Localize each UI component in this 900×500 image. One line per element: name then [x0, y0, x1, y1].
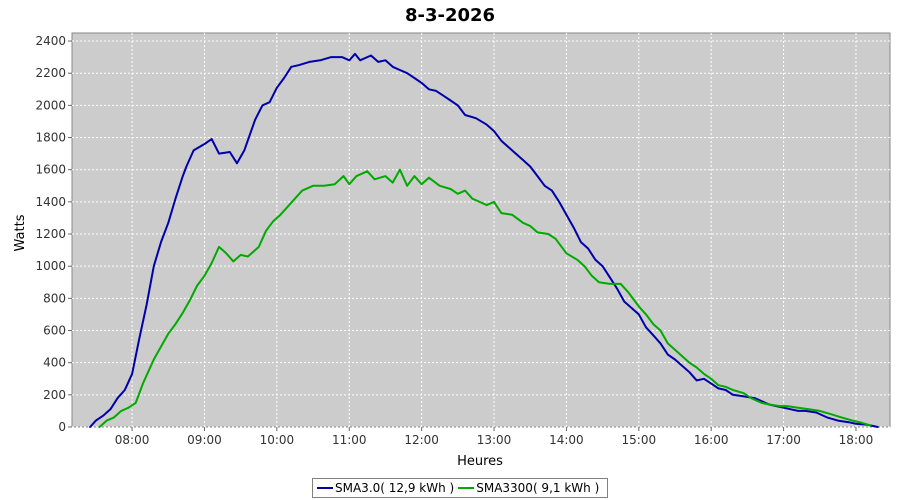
- y-tick-label: 1600: [35, 163, 66, 177]
- legend: SMA3.0( 12,9 kWh ) SMA3300( 9,1 kWh ): [312, 478, 609, 498]
- legend-item-sma3300: SMA3300( 9,1 kWh ): [458, 481, 599, 495]
- legend-label-sma30: SMA3.0( 12,9 kWh ): [335, 481, 455, 495]
- plot-area: [71, 32, 891, 428]
- y-tick-label: 0: [58, 420, 66, 434]
- y-tick-label: 600: [43, 324, 66, 338]
- series-line-1: [98, 168, 872, 428]
- y-tick-label: 1800: [35, 131, 66, 145]
- axes: 0 200 400 600 800 1000 1200 1400 1600 1800 2000 220…: [35, 34, 873, 447]
- y-tick-label: 1000: [35, 259, 66, 273]
- grid-lines: [72, 33, 890, 428]
- x-tick-label: 08:00: [115, 433, 150, 447]
- y-axis-label: Watts: [13, 214, 28, 251]
- x-tick-label: 17:00: [766, 433, 801, 447]
- x-tick-label: 09:00: [187, 433, 222, 447]
- x-tick-label: 12:00: [404, 433, 439, 447]
- chart-title: 8-3-2026: [405, 5, 495, 26]
- series-layer: [89, 52, 879, 428]
- x-tick-label: 10:00: [260, 433, 295, 447]
- y-tick-label: 200: [43, 388, 66, 402]
- y-tick-label: 1400: [35, 195, 66, 209]
- y-tick-label: 2000: [35, 98, 66, 112]
- series-line-0: [89, 52, 879, 428]
- x-tick-label: 14:00: [549, 433, 584, 447]
- y-tick-label: 2200: [35, 66, 66, 80]
- x-tick-label: 16:00: [694, 433, 729, 447]
- y-tick-label: 2400: [35, 34, 66, 48]
- x-tick-label: 13:00: [477, 433, 512, 447]
- legend-item-sma30: SMA3.0( 12,9 kWh ): [317, 481, 454, 495]
- legend-swatch-sma3300: [458, 487, 475, 489]
- legend-label-sma3300: SMA3300( 9,1 kWh ): [476, 481, 600, 495]
- y-tick-label: 800: [43, 291, 66, 305]
- legend-swatch-sma30: [317, 487, 333, 489]
- y-tick-label: 1200: [35, 227, 66, 241]
- y-tick-label: 400: [43, 356, 66, 370]
- x-tick-label: 15:00: [622, 433, 657, 447]
- x-axis-label: Heures: [457, 454, 503, 469]
- x-tick-label: 11:00: [332, 433, 367, 447]
- x-tick-label: 18:00: [839, 433, 874, 447]
